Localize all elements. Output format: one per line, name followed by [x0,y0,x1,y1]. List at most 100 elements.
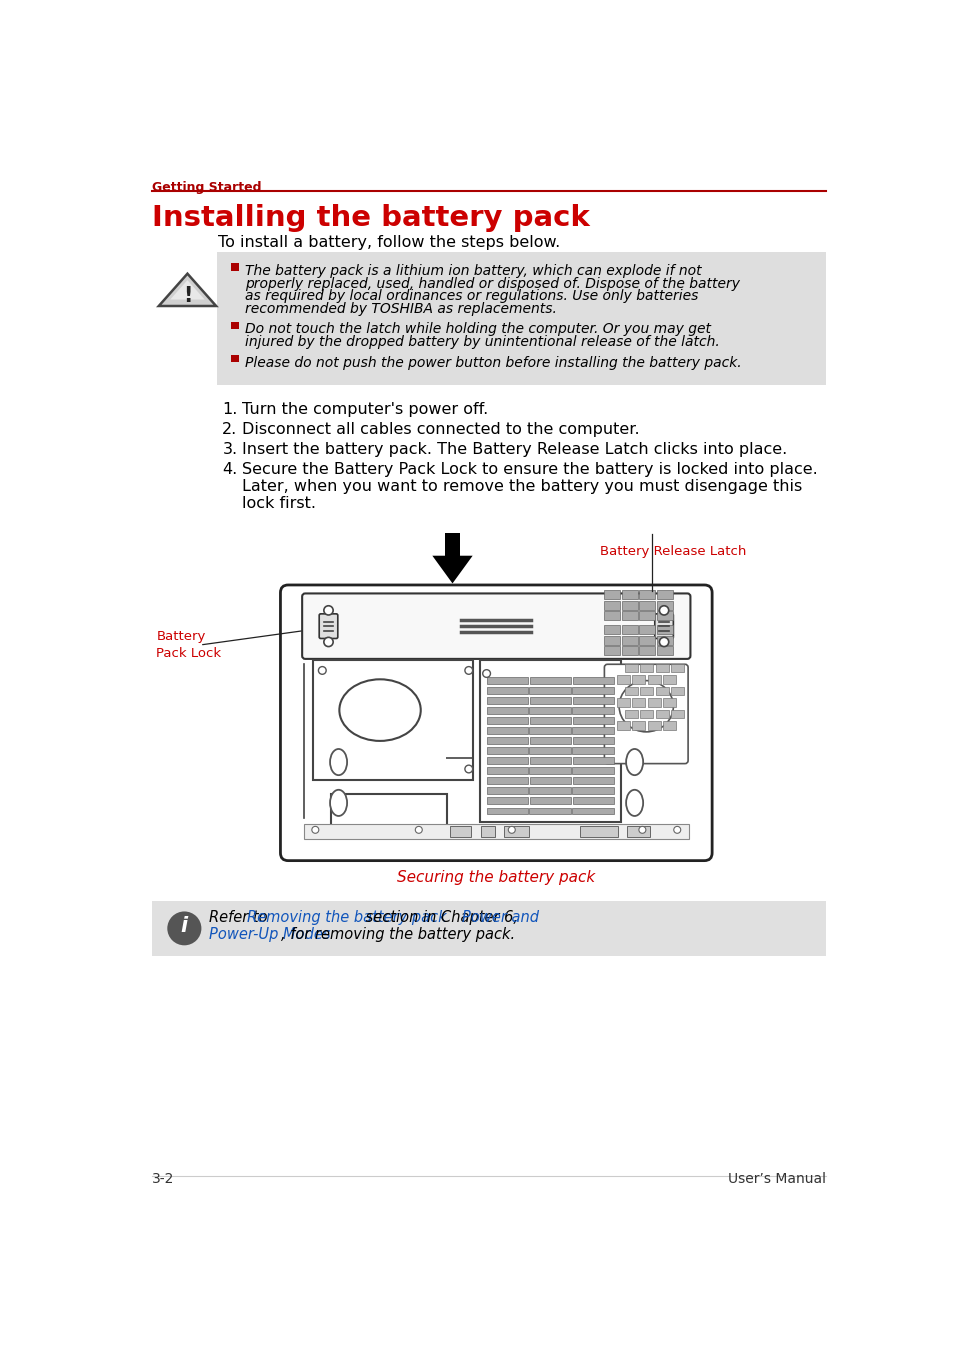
Bar [656,611,672,621]
Bar [639,591,655,599]
Bar [632,675,645,684]
Text: i: i [181,917,188,936]
Bar [655,710,668,718]
Bar [486,687,527,695]
Text: 2.: 2. [222,422,237,437]
FancyBboxPatch shape [216,253,825,385]
Bar [572,677,614,684]
Text: Please do not push the power button before installing the battery pack.: Please do not push the power button befo… [245,356,740,369]
Bar [647,698,660,707]
Bar [655,664,668,672]
Bar [632,721,645,730]
Ellipse shape [339,679,420,741]
Text: recommended by TOSHIBA as replacements.: recommended by TOSHIBA as replacements. [245,301,557,316]
Bar [486,807,527,814]
Bar [624,664,637,672]
Bar [572,687,613,695]
Bar [572,777,614,784]
Ellipse shape [625,790,642,817]
Text: Battery
Pack Lock: Battery Pack Lock [156,630,221,660]
Bar [486,737,528,745]
Bar [604,591,619,599]
Circle shape [508,826,515,833]
Bar [621,600,637,610]
Text: Getting Started: Getting Started [152,181,261,193]
Bar [529,798,571,804]
Bar [604,646,619,654]
Bar [604,600,619,610]
Text: Secure the Battery Pack Lock to ensure the battery is locked into place.: Secure the Battery Pack Lock to ensure t… [241,462,817,477]
Text: 4.: 4. [222,462,237,477]
Bar [624,710,637,718]
Text: injured by the dropped battery by unintentional release of the latch.: injured by the dropped battery by uninte… [245,335,719,349]
Circle shape [482,669,490,677]
Bar [639,611,655,621]
Bar [639,600,655,610]
FancyBboxPatch shape [480,660,620,822]
Bar [486,727,527,734]
Text: , for removing the battery pack.: , for removing the battery pack. [281,927,515,942]
Bar [670,710,683,718]
FancyBboxPatch shape [604,664,687,764]
Bar [529,727,570,734]
Circle shape [659,606,668,615]
Bar [529,787,570,795]
Bar [486,707,527,714]
Bar [617,675,629,684]
Text: !: ! [183,287,192,306]
Bar [647,721,660,730]
Text: Disconnect all cables connected to the computer.: Disconnect all cables connected to the c… [241,422,639,437]
Text: Securing the battery pack: Securing the battery pack [396,869,595,884]
Bar [529,718,571,725]
Text: Refer to: Refer to [209,910,273,925]
Ellipse shape [330,749,347,775]
Text: Later, when you want to remove the battery you must disengage this: Later, when you want to remove the batte… [241,479,801,493]
Bar [486,757,528,764]
Bar [486,768,527,775]
Bar [444,534,459,556]
Bar [529,777,571,784]
Bar [486,798,528,804]
FancyBboxPatch shape [280,585,711,861]
Circle shape [464,765,472,773]
Ellipse shape [330,790,347,817]
Circle shape [673,826,680,833]
Bar [529,768,570,775]
Bar [604,611,619,621]
Bar [572,768,613,775]
Bar [529,698,571,704]
Text: Power and: Power and [461,910,538,925]
FancyBboxPatch shape [319,614,337,638]
Circle shape [639,826,645,833]
Bar [486,748,527,754]
Bar [647,675,660,684]
Bar [656,635,672,645]
Ellipse shape [618,680,673,731]
Bar [572,757,614,764]
Polygon shape [170,280,205,300]
Bar [572,787,613,795]
Bar [621,646,637,654]
Bar [621,611,637,621]
Bar [486,777,528,784]
Bar [617,721,629,730]
Text: To install a battery, follow the steps below.: To install a battery, follow the steps b… [218,235,560,250]
Text: properly replaced, used, handled or disposed of. Dispose of the battery: properly replaced, used, handled or disp… [245,277,739,291]
Text: as required by local ordinances or regulations. Use only batteries: as required by local ordinances or regul… [245,289,698,303]
Ellipse shape [625,749,642,775]
Bar [656,600,672,610]
Bar [231,264,238,270]
Bar [604,635,619,645]
Text: 1.: 1. [222,402,237,416]
Bar [639,646,655,654]
Bar [662,698,676,707]
Text: lock first.: lock first. [241,496,315,511]
Bar [624,687,637,695]
Text: Removing the battery pack: Removing the battery pack [247,910,446,925]
Bar [486,698,528,704]
Bar [621,625,637,634]
FancyBboxPatch shape [302,594,690,658]
Bar [231,354,238,362]
Bar [486,787,527,795]
Bar [662,675,676,684]
